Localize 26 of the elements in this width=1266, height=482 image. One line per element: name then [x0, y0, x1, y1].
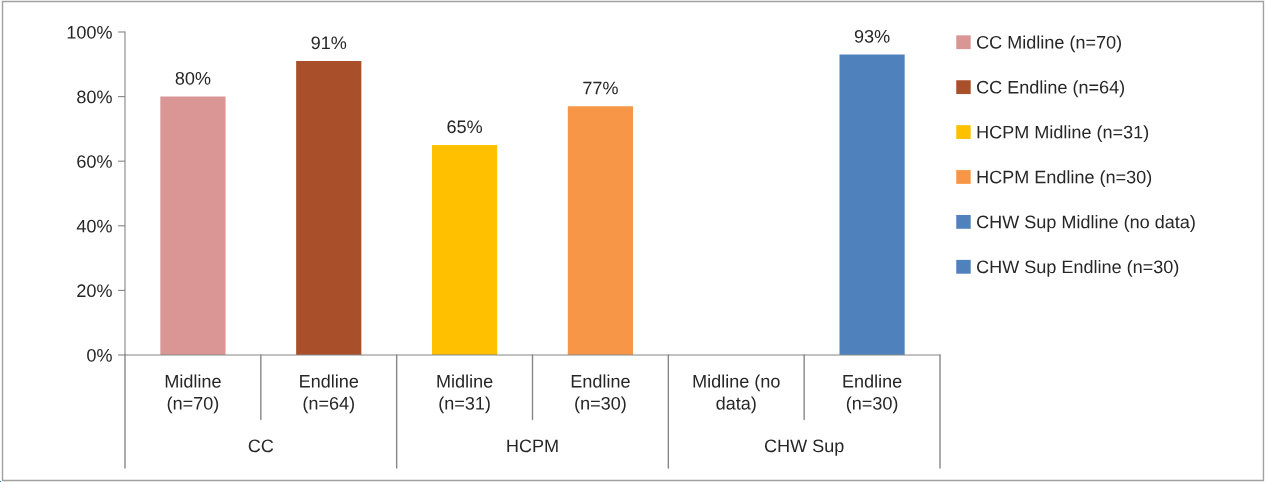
legend-label: CHW Sup Endline (n=30) [977, 259, 1179, 277]
legend-label: CC Endline (n=64) [977, 80, 1125, 98]
y-tick-label: 80% [77, 90, 112, 104]
x-tick-label: Endline (n=30) [571, 374, 630, 414]
data-label: 91% [311, 36, 347, 50]
y-tick-label: 20% [77, 284, 112, 298]
legend-label: CC Midline (n=70) [977, 35, 1121, 53]
y-tick-label: 40% [76, 219, 112, 233]
data-label: 80% [175, 71, 211, 85]
x-tick-label: Midline (no data) [693, 374, 780, 414]
x-tick-label: Endline (n=64) [300, 374, 359, 414]
x-tick-label: Midline (n=31) [437, 374, 493, 414]
text: HCPM [507, 439, 558, 453]
data-label: 77% [583, 81, 618, 95]
text: CC [248, 439, 274, 453]
y-tick-label: 60% [77, 155, 112, 168]
legend-label: CHW Sup Midline (no data) [977, 215, 1195, 232]
legend-label: HCPM Midline (n=31) [977, 125, 1149, 143]
data-label: 65% [447, 120, 483, 134]
y-tick-label: 0% [87, 348, 112, 362]
data-label: 93% [854, 29, 890, 43]
y-tick-label: 100% [67, 25, 112, 39]
legend-label: HCPM Endline (n=30) [977, 170, 1152, 187]
text: CHW Sup [764, 439, 844, 456]
x-tick-label: Midline (n=70) [165, 374, 221, 414]
x-tick-label: Endline (n=30) [843, 374, 902, 414]
